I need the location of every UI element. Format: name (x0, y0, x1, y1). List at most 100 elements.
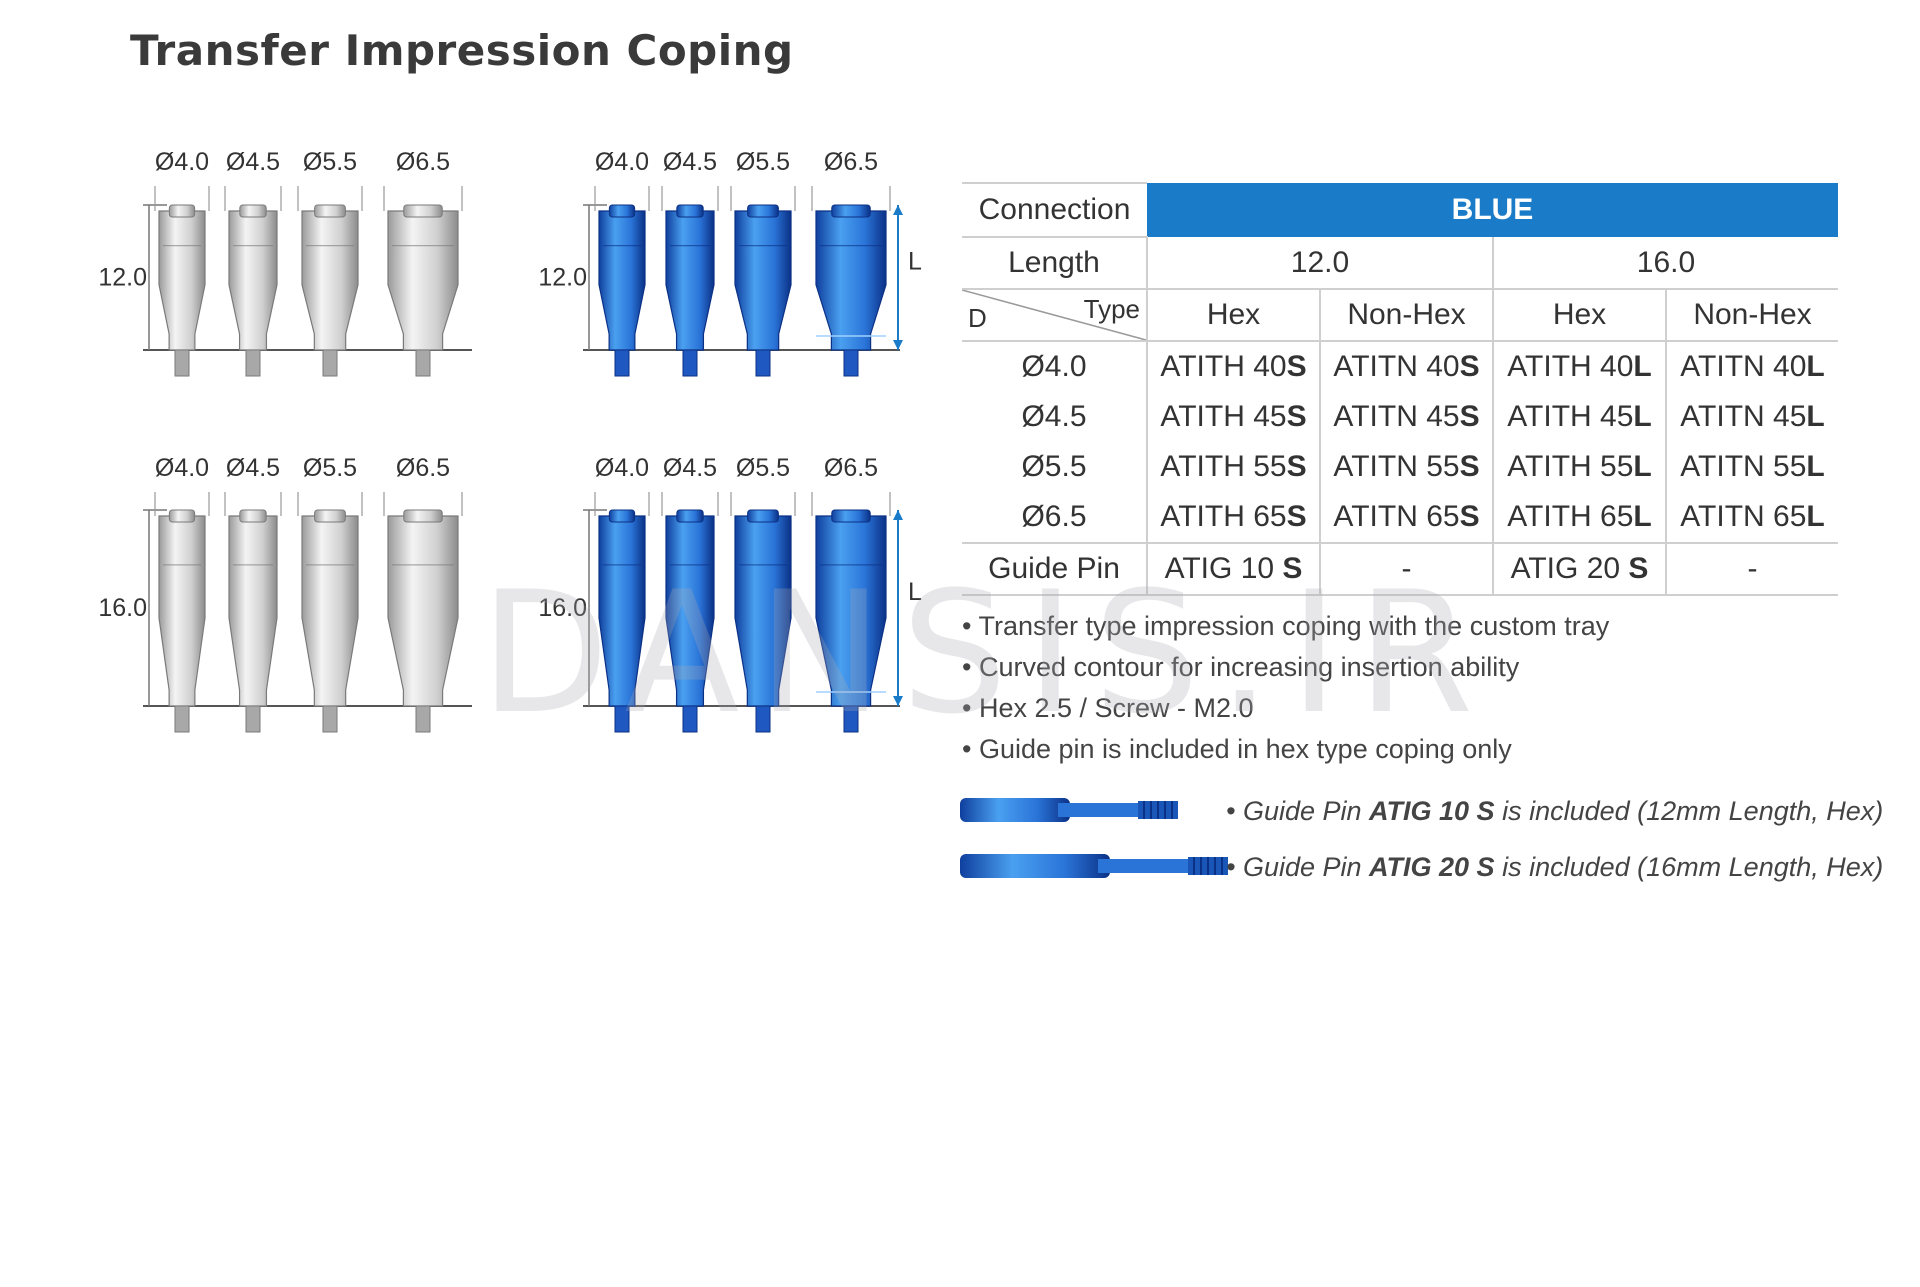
list-item: Guide pin is included in hex type coping… (962, 729, 1609, 770)
length-label: Length (962, 237, 1147, 290)
diameter-label: Ø4.5 (226, 454, 280, 482)
length-dimension-label: 16.0 (538, 594, 587, 622)
list-item: Transfer type impression coping with the… (962, 606, 1609, 647)
coping-cap (403, 204, 443, 218)
d-type-header: D Type (962, 289, 1147, 342)
arrow-head-up (893, 205, 903, 215)
length-marker-label: L (908, 248, 922, 276)
blue-coping (815, 515, 887, 707)
diameter-label: Ø6.5 (396, 454, 450, 482)
type-nonhex-16: Non-Hex (1665, 289, 1838, 342)
diameter-label: Ø4.5 (663, 148, 717, 176)
table-row: Ø4.0 ATITH 40S ATITN 40S ATITH 40L ATITN… (962, 341, 1838, 392)
part-code-cell: ATITN 40S (1319, 341, 1493, 392)
coping-cap (747, 204, 779, 218)
type-label: Type (1083, 294, 1140, 324)
coping-cap (403, 509, 443, 523)
coping-screw-tip (843, 349, 859, 377)
coping-screw-tip (755, 349, 771, 377)
blue-coping (815, 210, 887, 351)
diameter-label: Ø5.5 (736, 454, 790, 482)
part-code-cell: ATITH 55L (1492, 442, 1666, 492)
type-nonhex-12: Non-Hex (1319, 289, 1493, 342)
arrow-head-up (893, 510, 903, 520)
guide-pin-cell: - (1665, 543, 1838, 596)
coping-screw-tip (322, 705, 338, 733)
diameter-label: Ø6.5 (824, 148, 878, 176)
coping-screw-tip (245, 349, 261, 377)
table-row: Ø4.5 ATITH 45S ATITN 45S ATITH 45L ATITN… (962, 392, 1838, 442)
blue-coping (665, 210, 715, 351)
page-title: Transfer Impression Coping (130, 26, 794, 75)
d-label: D (968, 303, 987, 333)
part-code-cell: ATITH 65L (1492, 492, 1666, 544)
table-row: Ø5.5 ATITH 55S ATITN 55S ATITH 55L ATITN… (962, 442, 1838, 492)
coping-screw-tip (415, 705, 431, 733)
coping-cap (747, 509, 779, 523)
length-dimension-label: 12.0 (538, 264, 587, 292)
length-dimension-label: 16.0 (98, 594, 147, 622)
guide-pin-cell: ATIG 20 S (1492, 543, 1666, 596)
silver-coping (158, 210, 206, 351)
coping-cap (676, 509, 704, 523)
coping-cap (239, 204, 267, 218)
coping-cap (608, 509, 636, 523)
diameter-label: Ø5.5 (303, 148, 357, 176)
length-value-12: 12.0 (1146, 237, 1493, 290)
part-code-cell: ATITN 45L (1665, 392, 1838, 442)
part-code-cell: ATITH 40S (1146, 341, 1320, 392)
coping-screw-tip (614, 349, 630, 377)
arrow-head-down (893, 696, 903, 706)
connection-value: BLUE (1147, 183, 1838, 237)
part-code-cell: ATITH 65S (1146, 492, 1320, 544)
coping-screw-tip (245, 705, 261, 733)
diameter-cell: Ø6.5 (962, 492, 1147, 544)
length-row: Length 12.0 16.0 (962, 237, 1838, 290)
coping-cap (831, 509, 871, 523)
part-code-cell: ATITN 65S (1319, 492, 1493, 544)
type-hex-12: Hex (1146, 289, 1320, 342)
silver-coping (228, 210, 278, 351)
part-code-cell: ATITN 40L (1665, 341, 1838, 392)
type-hex-16: Hex (1492, 289, 1666, 342)
length-value-16: 16.0 (1492, 237, 1838, 290)
coping-cap (314, 509, 346, 523)
coping-screw-tip (682, 705, 698, 733)
guide-pin-20-image (960, 854, 1228, 878)
coping-screw-tip (322, 349, 338, 377)
diameter-label: Ø5.5 (736, 148, 790, 176)
silver-coping (301, 515, 359, 707)
feature-list: Transfer type impression coping with the… (962, 606, 1609, 770)
coping-cap (608, 204, 636, 218)
coping-diagram: 12.0 Ø4.0 Ø4.5 Ø5.5 Ø6.5 12.0 Ø4.0 Ø4.5 Ø5.5 Ø6.5… (98, 148, 922, 733)
diameter-label: Ø6.5 (396, 148, 450, 176)
coping-cap (314, 204, 346, 218)
guide-pin-cell: ATIG 10 S (1146, 543, 1320, 596)
specification-table: Connection BLUE Length 12.0 16.0 D Type … (962, 182, 1838, 596)
connection-row: Connection BLUE (962, 182, 1838, 238)
coping-screw-tip (415, 349, 431, 377)
silver-coping (228, 515, 278, 707)
coping-cap (239, 509, 267, 523)
diagonal-divider (962, 290, 1146, 340)
diameter-label: Ø4.0 (155, 148, 209, 176)
coping-cap (168, 509, 196, 523)
part-code-cell: ATITH 40L (1492, 341, 1666, 392)
diameter-cell: Ø4.5 (1021, 400, 1087, 433)
part-code-cell: ATITN 65L (1665, 492, 1838, 544)
blue-coping (598, 515, 646, 707)
diameter-label: Ø4.5 (226, 148, 280, 176)
length-dimension-label: 12.0 (98, 264, 147, 292)
list-item: Curved contour for increasing insertion … (962, 647, 1609, 688)
guide-pin-row: Guide Pin ATIG 10 S - ATIG 20 S - (962, 543, 1838, 596)
list-item: Hex 2.5 / Screw - M2.0 (962, 688, 1609, 729)
coping-cap (831, 204, 871, 218)
diameter-cell: Ø4.0 (1021, 350, 1087, 383)
blue-coping (734, 210, 792, 351)
diameter-label: Ø4.0 (595, 148, 649, 176)
arrow-head-down (893, 340, 903, 350)
blue-coping (665, 515, 715, 707)
coping-screw-tip (755, 705, 771, 733)
coping-screw-tip (174, 705, 190, 733)
diameter-label: Ø5.5 (303, 454, 357, 482)
